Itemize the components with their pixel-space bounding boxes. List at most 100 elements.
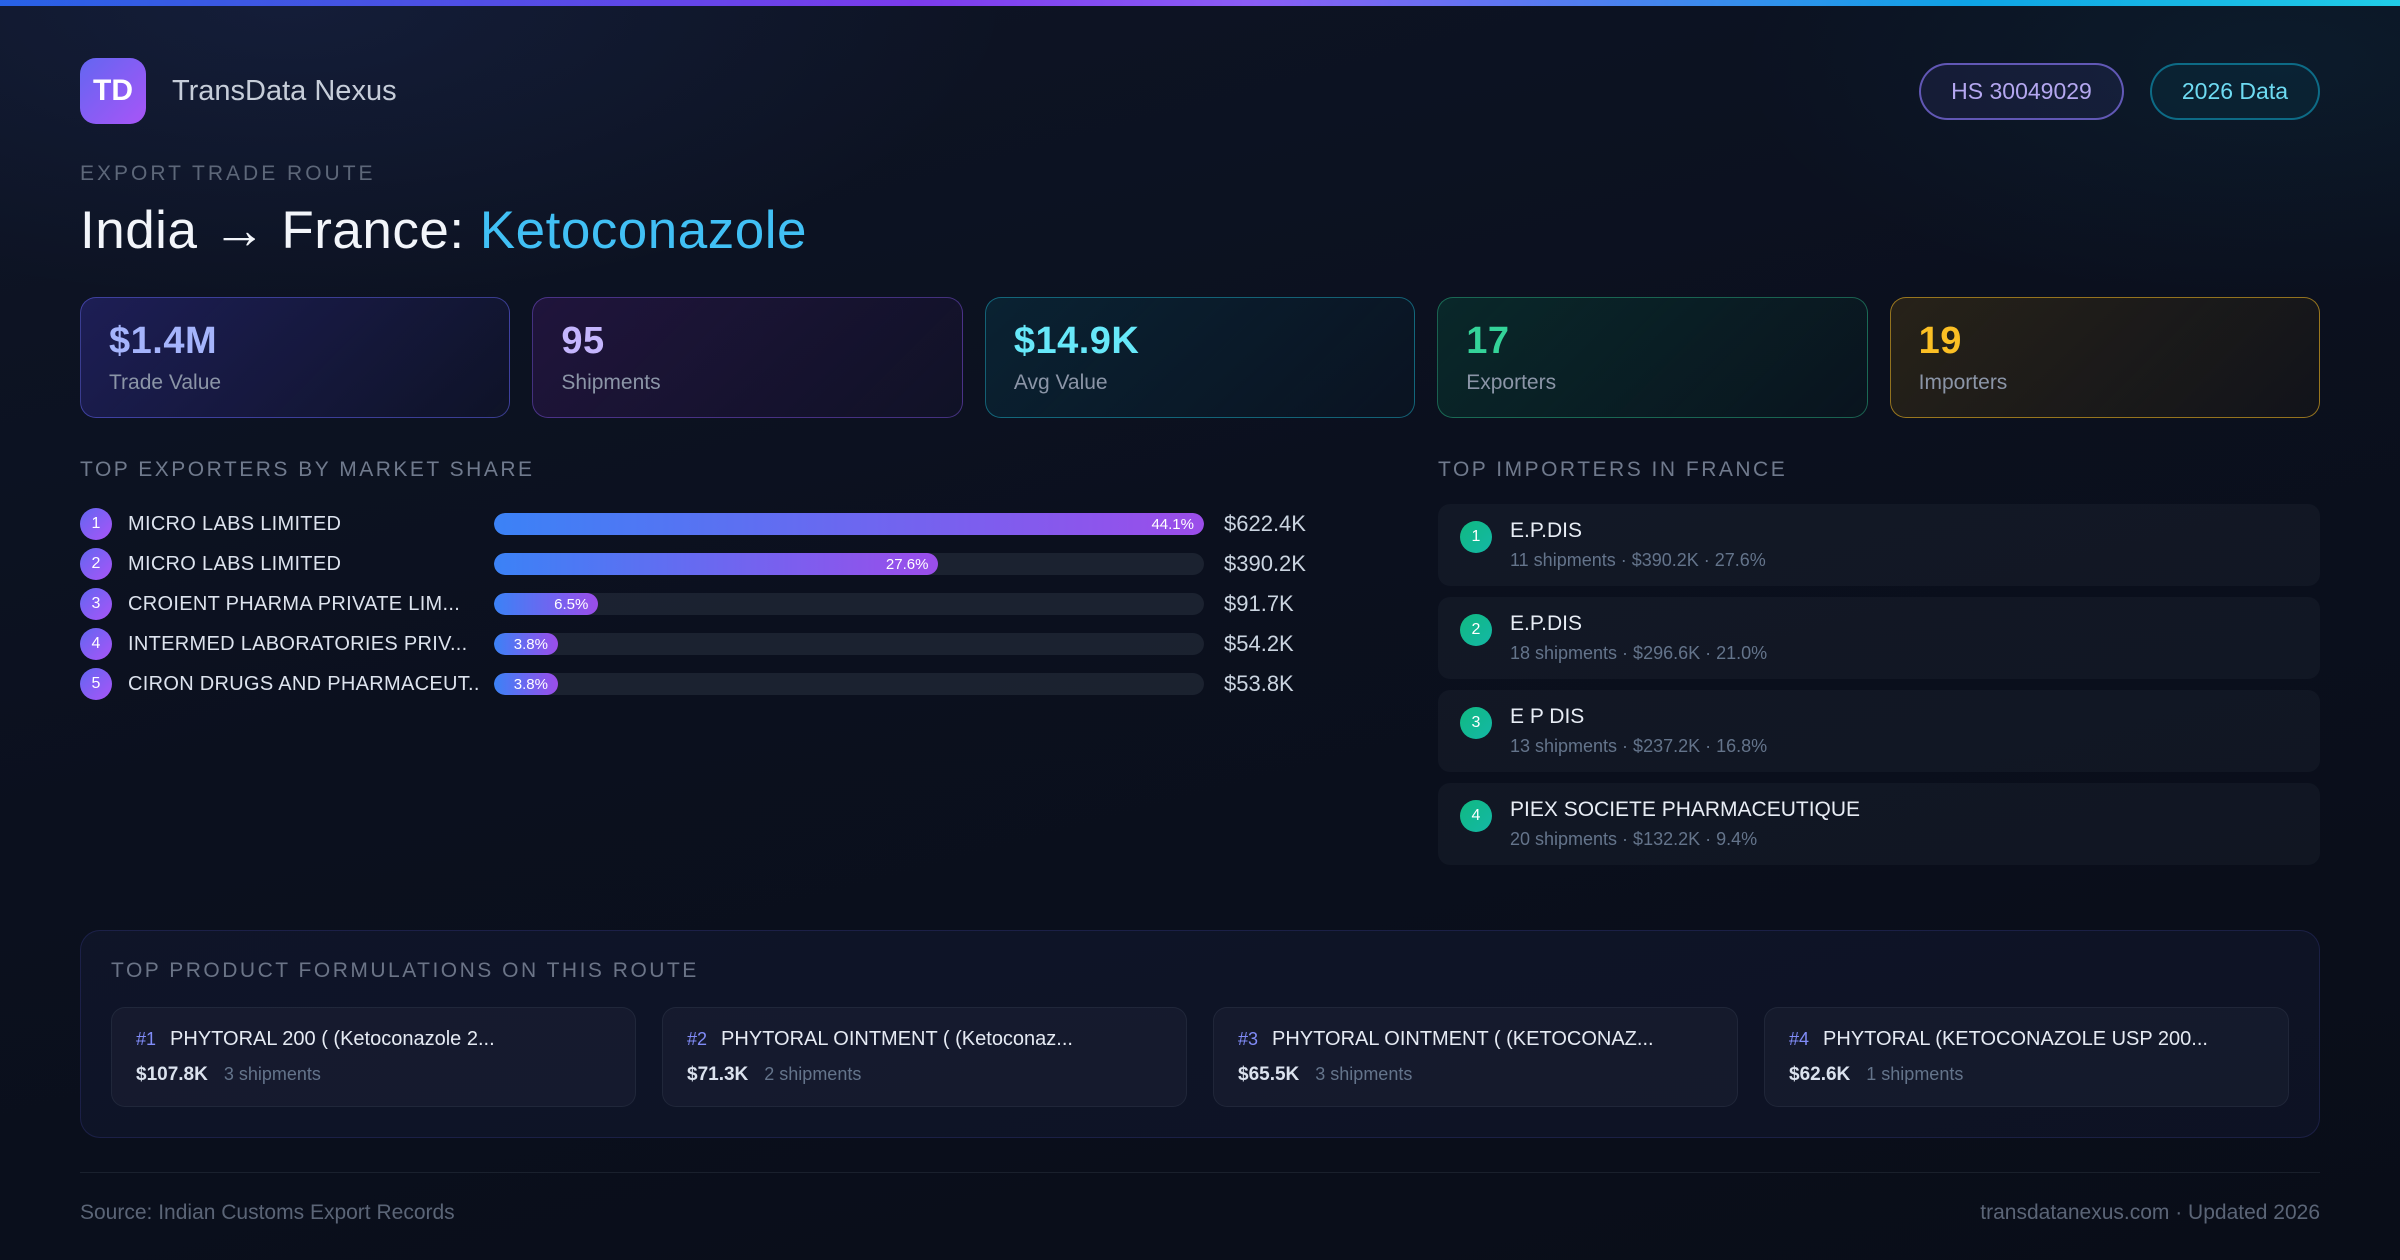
exporter-value: $622.4K xyxy=(1224,511,1306,536)
market-share-fill: 44.1% xyxy=(494,513,1204,535)
products-panel: TOP PRODUCT FORMULATIONS ON THIS ROUTE #… xyxy=(80,930,2320,1138)
stat-value: 95 xyxy=(561,320,605,362)
rank-badge: 5 xyxy=(80,668,112,700)
stat-label: Importers xyxy=(1918,371,2008,394)
market-share-bar: 27.6% xyxy=(494,553,1204,575)
product-name: PHYTORAL 200 ( (Ketoconazole 2... xyxy=(170,1028,495,1050)
importer-row[interactable]: 4 PIEX SOCIETE PHARMACEUTIQUE 20 shipmen… xyxy=(1438,783,2320,865)
route-eyebrow: EXPORT TRADE ROUTE xyxy=(80,162,376,185)
product-rank: #4 xyxy=(1789,1029,1810,1049)
importer-info: E.P.DIS 11 shipments · $390.2K · 27.6% xyxy=(1510,519,1766,571)
product-card[interactable]: #1 PHYTORAL 200 ( (Ketoconazole 2... $10… xyxy=(111,1007,636,1107)
product-card[interactable]: #3 PHYTORAL OINTMENT ( (KETOCONAZ... $65… xyxy=(1213,1007,1738,1107)
stat-value: 17 xyxy=(1466,320,1510,362)
importer-detail: 18 shipments · $296.6K · 21.0% xyxy=(1510,643,1768,663)
stat-card-shipments: 95 Shipments xyxy=(532,297,963,418)
importer-info: E.P.DIS 18 shipments · $296.6K · 21.0% xyxy=(1510,612,1767,664)
importer-info: E P DIS 13 shipments · $237.2K · 16.8% xyxy=(1510,705,1767,757)
importer-row[interactable]: 1 E.P.DIS 11 shipments · $390.2K · 27.6% xyxy=(1438,504,2320,586)
stat-label: Shipments xyxy=(561,371,661,394)
year-data-badge[interactable]: 2026 Data xyxy=(2149,62,2320,120)
exporters-section: TOP EXPORTERS BY MARKET SHARE 1 MICRO LA… xyxy=(80,458,1372,704)
product-name: PHYTORAL OINTMENT ( (Ketoconaz... xyxy=(721,1028,1073,1050)
market-share-fill: 3.8% xyxy=(494,633,558,655)
exporter-row: 5 CIRON DRUGS AND PHARMACEUT... 3.8% $53… xyxy=(80,664,1372,704)
stat-value: 19 xyxy=(1918,320,1962,362)
market-share-bar: 3.8% xyxy=(494,633,1204,655)
product-shipments: 3 shipments xyxy=(1315,1064,1413,1084)
market-share-fill: 6.5% xyxy=(494,593,599,615)
stat-label: Exporters xyxy=(1466,371,1557,394)
exporters-title: TOP EXPORTERS BY MARKET SHARE xyxy=(80,458,535,481)
exporter-name: INTERMED LABORATORIES PRIV... xyxy=(128,632,468,655)
market-share-bar: 3.8% xyxy=(494,673,1204,695)
importer-name: E.P.DIS xyxy=(1510,519,1582,542)
exporter-row: 4 INTERMED LABORATORIES PRIV... 3.8% $54… xyxy=(80,624,1372,664)
product-card-bottom: $71.3K 2 shipments xyxy=(687,1064,1162,1086)
stat-label: Avg Value xyxy=(1013,371,1108,394)
exporter-name: CIRON DRUGS AND PHARMACEUT... xyxy=(128,672,478,695)
product-title: Ketoconazole xyxy=(479,201,807,260)
importer-name: PIEX SOCIETE PHARMACEUTIQUE xyxy=(1510,798,1861,821)
product-name: PHYTORAL (KETOCONAZOLE USP 200... xyxy=(1823,1028,2208,1050)
product-value: $107.8K xyxy=(136,1064,208,1085)
product-rank: #3 xyxy=(1238,1029,1259,1049)
rank-badge: 1 xyxy=(1460,521,1492,553)
product-card-bottom: $107.8K 3 shipments xyxy=(136,1064,611,1086)
main-columns: TOP EXPORTERS BY MARKET SHARE 1 MICRO LA… xyxy=(80,458,2320,876)
exporter-row: 2 MICRO LABS LIMITED 27.6% $390.2K xyxy=(80,544,1372,584)
product-card[interactable]: #2 PHYTORAL OINTMENT ( (Ketoconaz... $71… xyxy=(662,1007,1187,1107)
app-logo-text: TD xyxy=(93,74,133,107)
market-share-percent: 3.8% xyxy=(513,635,548,653)
exporter-value: $390.2K xyxy=(1224,551,1306,576)
page-title: India → France: Ketoconazole xyxy=(80,200,2320,261)
stat-value: $14.9K xyxy=(1013,320,1140,362)
exporter-value: $91.7K xyxy=(1224,591,1294,616)
products-title: TOP PRODUCT FORMULATIONS ON THIS ROUTE xyxy=(111,959,699,982)
importer-detail: 20 shipments · $132.2K · 9.4% xyxy=(1510,829,1758,849)
footer-site: transdatanexus.com · Updated 2026 xyxy=(1980,1201,2320,1224)
importer-detail: 11 shipments · $390.2K · 27.6% xyxy=(1510,550,1766,570)
market-share-fill: 3.8% xyxy=(494,673,558,695)
product-value: $62.6K xyxy=(1789,1064,1851,1085)
product-name: PHYTORAL OINTMENT ( (KETOCONAZ... xyxy=(1272,1028,1654,1050)
header: TD TransData Nexus HS 30049029 2026 Data xyxy=(80,58,2320,124)
app-logo: TD xyxy=(80,58,146,124)
product-card-top: #3 PHYTORAL OINTMENT ( (KETOCONAZ... xyxy=(1238,1028,1713,1051)
product-card-bottom: $65.5K 3 shipments xyxy=(1238,1064,1713,1086)
footer-source: Source: Indian Customs Export Records xyxy=(80,1201,455,1224)
market-share-percent: 27.6% xyxy=(885,555,929,573)
market-share-fill: 27.6% xyxy=(494,553,939,575)
product-cards: #1 PHYTORAL 200 ( (Ketoconazole 2... $10… xyxy=(111,1007,2289,1107)
accent-gradient-bar xyxy=(0,0,2400,6)
footer: Source: Indian Customs Export Records tr… xyxy=(80,1172,2320,1225)
stat-card-trade-value: $1.4M Trade Value xyxy=(80,297,511,418)
product-card-top: #2 PHYTORAL OINTMENT ( (Ketoconaz... xyxy=(687,1028,1162,1051)
exporter-row: 3 CROIENT PHARMA PRIVATE LIM... 6.5% $91… xyxy=(80,584,1372,624)
importer-row[interactable]: 3 E P DIS 13 shipments · $237.2K · 16.8% xyxy=(1438,690,2320,772)
stats-row: $1.4M Trade Value 95 Shipments $14.9K Av… xyxy=(80,297,2321,418)
stat-card-avg-value: $14.9K Avg Value xyxy=(984,297,1416,418)
importers-title: TOP IMPORTERS IN FRANCE xyxy=(1438,458,1788,481)
importer-detail: 13 shipments · $237.2K · 16.8% xyxy=(1510,736,1768,756)
exporter-value: $54.2K xyxy=(1224,631,1294,656)
exporter-name: MICRO LABS LIMITED xyxy=(128,552,342,575)
rank-badge: 4 xyxy=(80,628,112,660)
importer-row[interactable]: 2 E.P.DIS 18 shipments · $296.6K · 21.0% xyxy=(1438,597,2320,679)
product-card[interactable]: #4 PHYTORAL (KETOCONAZOLE USP 200... $62… xyxy=(1764,1007,2289,1107)
rank-badge: 1 xyxy=(80,508,112,540)
importer-name: E P DIS xyxy=(1510,705,1585,728)
importer-info: PIEX SOCIETE PHARMACEUTIQUE 20 shipments… xyxy=(1510,798,1860,850)
dashboard-page: TD TransData Nexus HS 30049029 2026 Data… xyxy=(0,6,2400,1225)
product-card-top: #4 PHYTORAL (KETOCONAZOLE USP 200... xyxy=(1789,1028,2264,1051)
stat-card-exporters: 17 Exporters xyxy=(1437,297,1868,418)
product-shipments: 3 shipments xyxy=(223,1064,321,1084)
rank-badge: 3 xyxy=(80,588,112,620)
market-share-percent: 44.1% xyxy=(1151,515,1194,533)
product-value: $71.3K xyxy=(687,1064,749,1085)
market-share-bar: 44.1% xyxy=(494,513,1204,535)
hs-code-badge[interactable]: HS 30049029 xyxy=(1919,62,2124,120)
exporter-name: CROIENT PHARMA PRIVATE LIM... xyxy=(128,592,461,615)
rank-badge: 2 xyxy=(1460,614,1492,646)
market-share-bar: 6.5% xyxy=(494,593,1204,615)
